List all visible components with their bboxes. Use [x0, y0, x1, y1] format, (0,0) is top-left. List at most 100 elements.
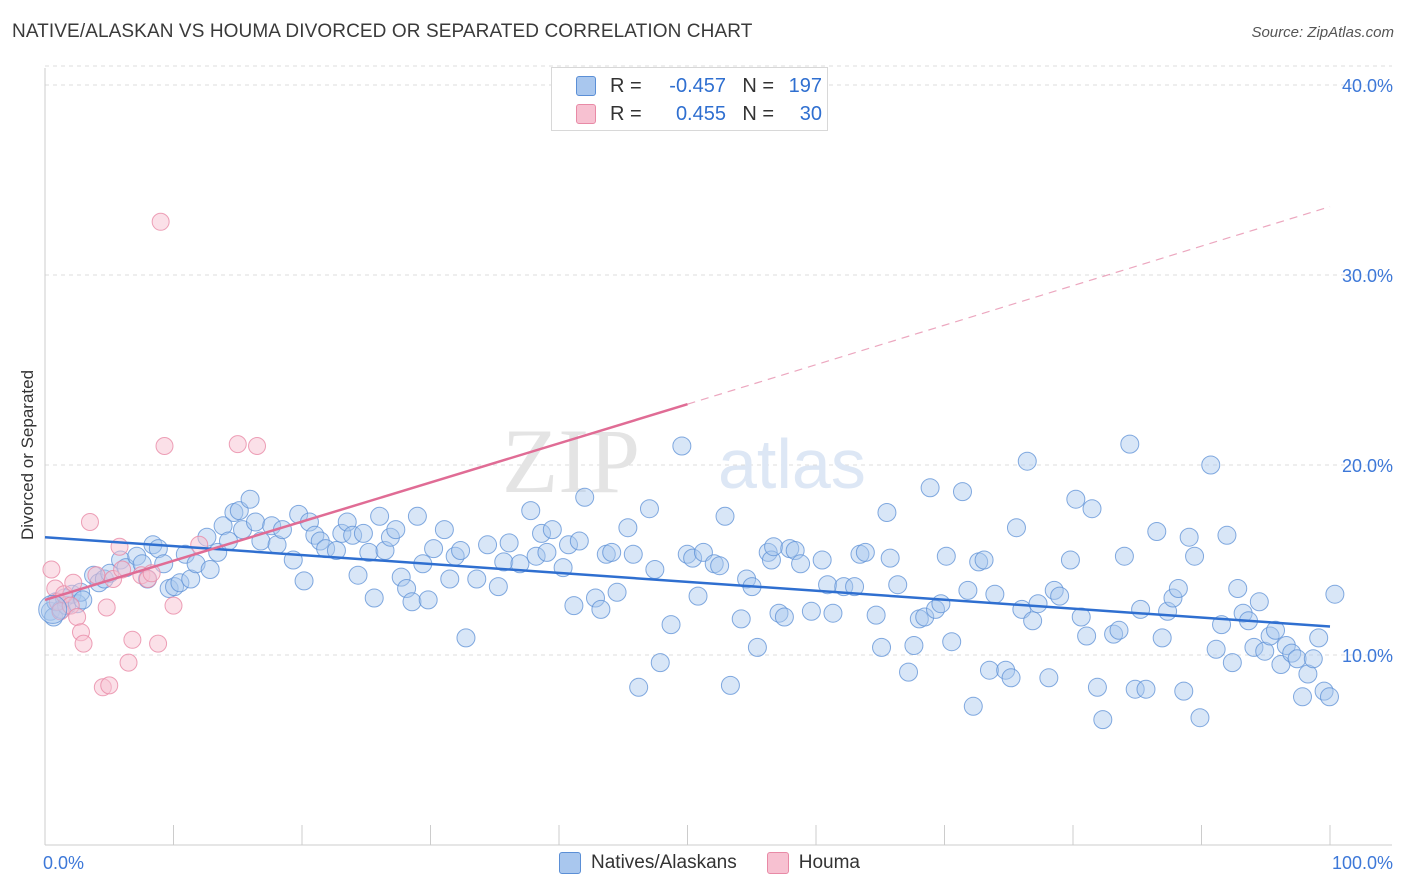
- data-point-natives: [364, 588, 384, 608]
- data-point-natives: [623, 544, 643, 564]
- data-point-natives: [985, 584, 1005, 604]
- data-point-natives: [958, 580, 978, 600]
- data-point-houma: [113, 560, 132, 579]
- data-point-natives: [1082, 499, 1102, 519]
- data-point-natives: [812, 550, 832, 570]
- legend-swatch-houma: [576, 104, 596, 124]
- data-point-natives: [1006, 518, 1026, 538]
- data-point-houma: [149, 634, 168, 653]
- data-point-houma: [100, 676, 119, 695]
- data-point-houma: [123, 630, 142, 649]
- data-point-natives: [1147, 522, 1167, 541]
- data-point-natives: [1125, 679, 1145, 699]
- data-point-natives: [607, 582, 627, 602]
- legend-swatch-natives: [576, 76, 596, 96]
- data-point-natives: [407, 506, 427, 526]
- data-point-natives: [747, 637, 767, 657]
- n-label: N =: [742, 74, 774, 97]
- data-point-natives: [348, 565, 368, 585]
- data-point-natives: [650, 653, 670, 673]
- data-point-natives: [456, 628, 476, 648]
- data-point-houma: [164, 596, 183, 615]
- data-point-natives: [326, 541, 346, 560]
- legend-row-houma: R = 0.455 N = 30: [552, 100, 822, 128]
- legend-label-houma: Houma: [798, 852, 860, 873]
- data-point-natives: [629, 677, 649, 697]
- data-point-natives: [1314, 681, 1334, 701]
- data-point-natives: [823, 603, 843, 623]
- y-tick-label: 30.0%: [1342, 266, 1393, 286]
- data-point-natives: [1001, 668, 1021, 688]
- data-point-natives: [38, 594, 68, 624]
- data-point-natives: [791, 554, 811, 574]
- data-point-houma: [151, 212, 170, 231]
- data-point-natives: [801, 601, 821, 621]
- data-point-natives: [683, 548, 703, 568]
- y-tick-label: 10.0%: [1342, 646, 1393, 666]
- watermark-atlas: atlas: [718, 425, 866, 503]
- data-point-natives: [564, 596, 584, 616]
- data-point-houma: [228, 435, 247, 454]
- data-point-natives: [521, 501, 541, 521]
- data-point-natives: [391, 567, 411, 587]
- trendline-natives: [44, 535, 1331, 628]
- data-point-natives: [715, 506, 735, 526]
- data-point-natives: [899, 662, 919, 682]
- data-point-natives: [952, 482, 972, 502]
- data-point-natives: [424, 539, 444, 559]
- data-point-natives: [1309, 628, 1329, 648]
- data-point-houma: [42, 560, 61, 579]
- data-point-natives: [758, 542, 778, 562]
- data-point-natives: [1179, 527, 1199, 547]
- data-point-natives: [1131, 599, 1151, 619]
- n-value-houma: 30: [799, 102, 822, 125]
- data-point-natives: [880, 548, 900, 568]
- data-point-natives: [855, 542, 875, 562]
- data-point-natives: [386, 520, 406, 540]
- data-point-natives: [1120, 434, 1140, 454]
- legend-label-natives: Natives/Alaskans: [591, 852, 737, 873]
- data-point-natives: [1093, 710, 1113, 730]
- data-point-natives: [1039, 668, 1059, 688]
- data-point-natives: [877, 503, 897, 522]
- data-point-natives: [1077, 626, 1097, 646]
- correlation-legend: R = -0.457 N = 197 R = 0.455 N = 30: [551, 67, 828, 131]
- legend-item-houma: Houma: [766, 852, 860, 874]
- data-point-natives: [499, 533, 519, 553]
- data-point-natives: [1109, 620, 1129, 640]
- legend-swatch-houma: [766, 852, 789, 874]
- data-point-natives: [359, 542, 379, 562]
- n-label: N =: [742, 102, 774, 125]
- data-point-natives: [818, 575, 838, 595]
- data-point-natives: [942, 632, 962, 652]
- data-point-natives: [591, 599, 611, 619]
- data-point-natives: [1266, 620, 1286, 640]
- data-point-natives: [764, 537, 784, 557]
- data-point-natives: [494, 552, 514, 572]
- data-point-natives: [1028, 594, 1048, 614]
- data-point-natives: [402, 592, 422, 612]
- data-point-natives: [1136, 679, 1156, 699]
- data-point-natives: [200, 560, 220, 579]
- data-point-natives: [1282, 643, 1302, 663]
- data-point-natives: [1255, 641, 1275, 661]
- data-point-houma: [97, 598, 116, 617]
- data-point-natives: [936, 546, 956, 566]
- data-point-natives: [1017, 451, 1037, 471]
- n-value-natives: 197: [788, 74, 822, 97]
- data-point-natives: [1319, 687, 1339, 707]
- y-axis-label: Divorced or Separated: [18, 369, 37, 541]
- chart-source: Source: ZipAtlas.com: [1251, 24, 1394, 41]
- data-point-natives: [1104, 624, 1124, 644]
- data-point-natives: [888, 575, 908, 595]
- data-point-natives: [181, 569, 201, 589]
- data-point-houma: [155, 437, 174, 455]
- data-point-natives: [915, 607, 935, 627]
- data-point-natives: [866, 605, 886, 625]
- data-point-natives: [774, 607, 794, 627]
- data-point-natives: [710, 556, 730, 576]
- data-point-natives: [688, 586, 708, 606]
- data-point-natives: [672, 436, 692, 456]
- x-tick-label: 0.0%: [43, 853, 84, 873]
- chart-title: NATIVE/ALASKAN VS HOUMA DIVORCED OR SEPA…: [12, 21, 753, 42]
